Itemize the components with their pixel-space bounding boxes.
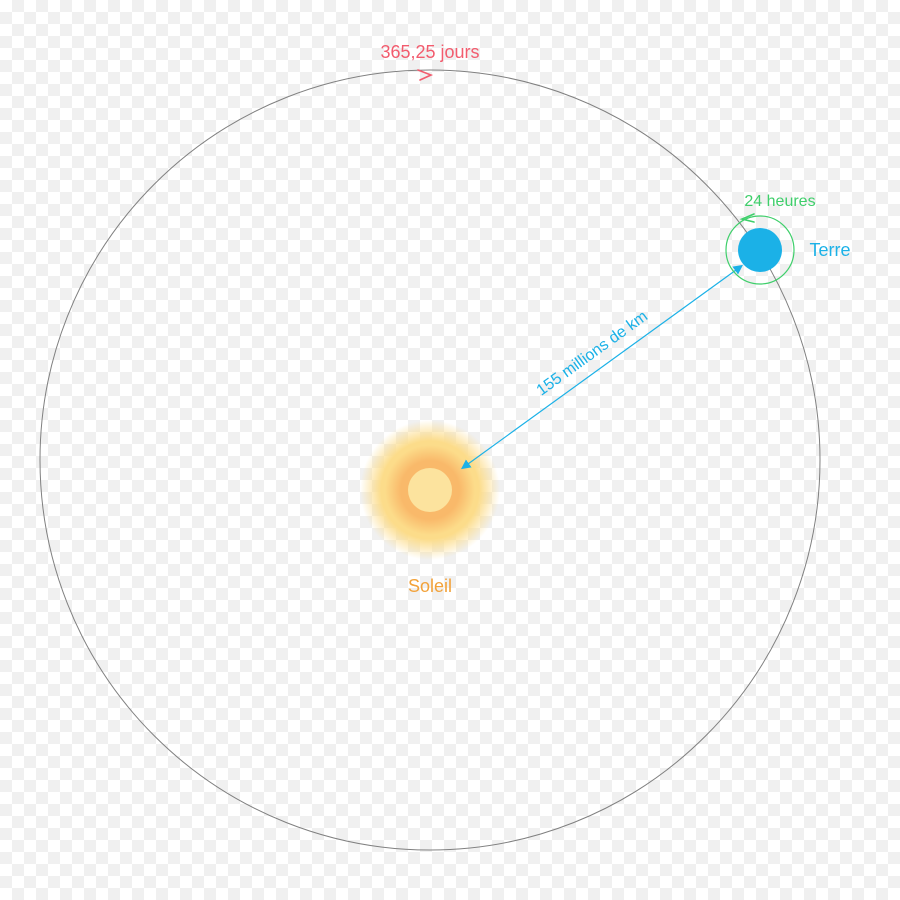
sun-label: Soleil [408, 576, 452, 596]
sun-core [408, 468, 452, 512]
distance-arrow [468, 270, 736, 464]
distance-label: 155 millions de km [534, 308, 651, 399]
earth-rotation-label: 24 heures [744, 193, 815, 210]
earth-label: Terre [809, 240, 850, 260]
earth-body [738, 228, 782, 272]
orbit-diagram: 365,25 jours Soleil 155 millions de km 24 h… [0, 0, 900, 900]
orbit-direction-arrow-icon [418, 70, 431, 80]
orbit-period-label: 365,25 jours [380, 42, 479, 62]
